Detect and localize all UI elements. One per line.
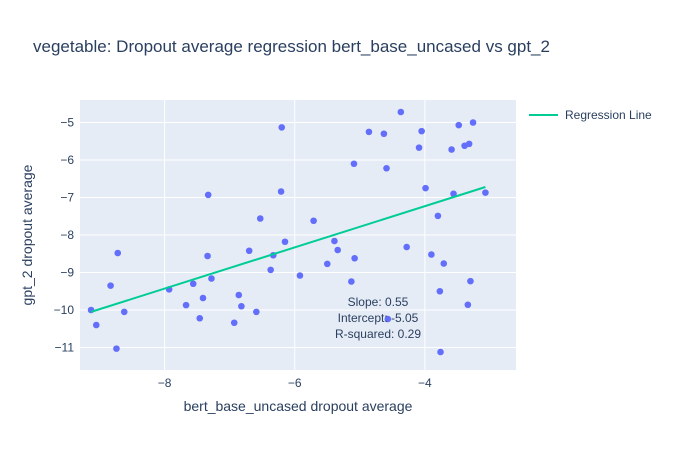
scatter-point <box>436 287 444 295</box>
scatter-point <box>448 146 455 153</box>
scatter-point <box>397 108 405 116</box>
y-tick-label: −5 <box>60 116 74 130</box>
legend[interactable]: Regression Line <box>529 108 652 122</box>
scatter-point <box>418 127 425 135</box>
scatter-point <box>464 301 472 309</box>
scatter-point <box>199 294 207 302</box>
scatter-points <box>87 108 489 356</box>
scatter-point <box>365 128 373 136</box>
scatter-point <box>323 260 331 268</box>
scatter-point <box>380 130 388 138</box>
regression-line <box>90 186 486 313</box>
scatter-point <box>189 280 197 288</box>
scatter-point <box>415 144 423 151</box>
scatter-point <box>204 252 211 260</box>
scatter-point <box>281 238 289 246</box>
scatter-point <box>465 140 473 148</box>
scatter-point <box>469 119 477 126</box>
scatter-point <box>92 321 100 329</box>
scatter-point <box>182 301 190 309</box>
scatter-point <box>235 291 243 299</box>
scatter-point <box>113 345 120 352</box>
grid-lines <box>80 100 516 370</box>
y-tick-label: −6 <box>60 153 74 167</box>
scatter-point <box>107 282 114 289</box>
scatter-point <box>467 277 474 285</box>
scatter-point <box>348 278 355 285</box>
scatter-point <box>428 251 435 258</box>
scatter-point <box>331 237 338 245</box>
annotation-r-squared: R-squared: 0.29 <box>335 327 421 341</box>
y-tick-label: −11 <box>55 341 75 355</box>
scatter-point <box>334 246 341 254</box>
scatter-point <box>455 121 463 129</box>
scatter-point <box>450 190 457 198</box>
y-tick-label: −7 <box>60 191 74 205</box>
scatter-point <box>296 272 304 279</box>
scatter-point <box>482 189 489 196</box>
scatter-point <box>437 348 444 356</box>
scatter-point <box>87 306 95 314</box>
scatter-point <box>114 249 122 257</box>
scatter-point <box>384 315 392 323</box>
x-tick-label: −4 <box>418 376 432 390</box>
scatter-point <box>278 124 286 131</box>
regression-line-group <box>90 186 486 313</box>
x-axis-ticks: −8 −6 −4 <box>158 376 432 390</box>
y-tick-label: −8 <box>60 228 74 242</box>
scatter-point <box>230 319 238 327</box>
annotation-intercept: Intercept: -5.05 <box>338 311 419 325</box>
scatter-point <box>196 314 204 322</box>
scatter-point <box>403 243 410 251</box>
scatter-point <box>245 247 253 255</box>
scatter-point <box>434 212 442 220</box>
scatter-point <box>310 217 317 225</box>
scatter-point <box>267 266 274 274</box>
legend-label-regression-line: Regression Line <box>565 108 652 122</box>
scatter-point <box>351 254 358 262</box>
scatter-point <box>277 188 285 195</box>
scatter-point <box>422 184 429 192</box>
scatter-point <box>256 215 264 222</box>
scatter-point <box>238 302 245 310</box>
y-tick-label: −10 <box>54 303 75 317</box>
annotation-slope: Slope: 0.55 <box>348 295 409 309</box>
scatter-point <box>350 160 358 168</box>
x-tick-label: −8 <box>158 376 172 390</box>
scatter-point <box>204 191 212 199</box>
x-axis-label: bert_base_uncased dropout average <box>184 398 413 414</box>
scatter-point <box>253 308 260 316</box>
y-axis-ticks: −11 −10 −9 −8 −7 −6 −5 <box>54 116 75 355</box>
x-tick-label: −6 <box>288 376 302 390</box>
y-axis-label: gpt_2 dropout average <box>19 164 35 305</box>
y-tick-label: −9 <box>60 266 74 280</box>
regression-stats-annotation: Slope: 0.55 Intercept: -5.05 R-squared: … <box>335 295 421 341</box>
scatter-point <box>120 308 128 316</box>
chart-title: vegetable: Dropout average regression be… <box>33 37 550 56</box>
scatter-point <box>383 164 390 172</box>
scatter-point <box>208 275 215 282</box>
scatter-point <box>440 260 448 267</box>
